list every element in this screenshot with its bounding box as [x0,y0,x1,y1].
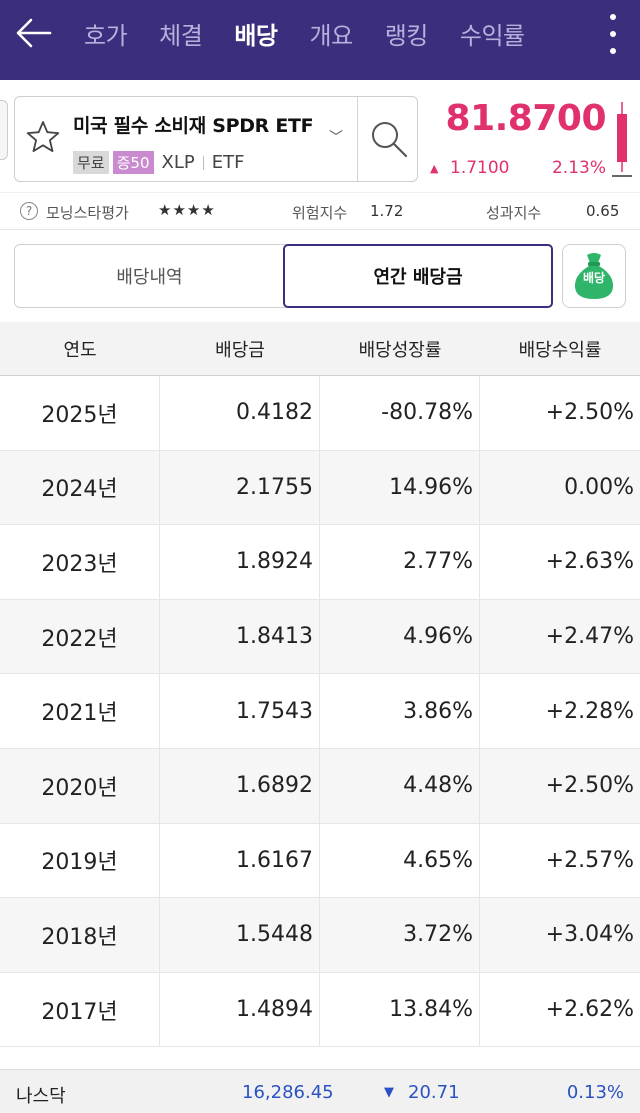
current-price: 81.8700 [445,98,607,139]
table-row: 2017년 1.4894 13.84% +2.62% [0,972,640,1048]
cell-year: 2020년 [0,748,160,823]
cell-dividend: 1.6167 [160,823,320,898]
cell-dividend: 1.8413 [160,599,320,674]
tab-bar: 호가 체결 배당 개요 랭킹 수익률 [84,0,557,66]
cell-year: 2023년 [0,525,160,599]
table-row: 2024년 2.1755 14.96% 0.00% [0,450,640,526]
table-row: 2023년 1.8924 2.77% +2.63% [0,525,640,600]
cell-yield: +2.47% [545,624,634,650]
divider [357,97,358,181]
cell-year: 2024년 [0,450,160,525]
dividend-view-toggle: 배당내역 연간 배당금 [14,243,553,308]
chevron-down-icon[interactable]: ﹀ [329,130,343,146]
stock-name: 미국 필수 소비재 SPDR ETF [73,115,314,137]
tab-trades[interactable]: 체결 [159,21,203,50]
tab-ranking[interactable]: 랭킹 [384,21,429,50]
cell-year: 2019년 [0,823,160,898]
free-badge: 무료 [73,151,109,174]
stock-selector[interactable]: 미국 필수 소비재 SPDR ETF ﹀ 무료 증50 XLP ETF [14,96,418,182]
cell-growth: 3.86% [320,674,480,748]
cell-dividend: 1.4894 [160,972,320,1047]
table-row: 2021년 1.7543 3.86% +2.28% [0,674,640,749]
cell-dividend: 1.6892 [160,748,320,823]
cell-year: 2021년 [0,674,160,748]
money-bag-label: 배당 [582,271,606,285]
cell-growth: -80.78% [320,376,480,450]
change-percent: 2.13% [551,158,606,178]
dividend-calendar-button[interactable]: 배당 [562,244,626,308]
ticker-code: XLP [161,152,195,173]
table-row: 2019년 1.6167 4.65% +2.57% [0,823,640,899]
cell-growth: 4.65% [320,823,480,898]
column-yield: 배당수익률 [518,340,602,361]
column-year: 연도 [63,340,97,361]
cell-dividend: 1.5448 [160,898,320,972]
margin-badge: 증50 [112,151,154,174]
top-nav-bar: 호가 체결 배당 개요 랭킹 수익률 [0,0,640,80]
search-icon[interactable] [367,117,411,161]
star-icon[interactable] [25,119,61,155]
cell-yield: +3.04% [545,922,634,948]
cell-yield: +2.50% [545,773,634,799]
cell-yield: 0.00% [564,474,634,500]
risk-index-value: 1.72 [370,202,404,220]
tab-overview[interactable]: 개요 [309,21,354,50]
table-row: 2018년 1.5448 3.72% +3.04% [0,898,640,973]
column-growth: 배당성장률 [358,340,442,361]
morningstar-rating: ★★★★ [158,201,216,219]
cell-year: 2017년 [0,972,160,1047]
morningstar-row: ? 모닝스타평가 ★★★★ 위험지수 1.72 성과지수 0.65 [0,192,640,230]
index-name: 나스닥 [16,1086,66,1107]
morningstar-label: 모닝스타평가 [46,204,129,222]
cell-year: 2018년 [0,898,160,972]
divider [202,155,204,170]
cell-yield: +2.63% [545,549,634,575]
tab-dividend[interactable]: 배당 [234,21,278,50]
table-row: 2020년 1.6892 4.48% +2.50% [0,748,640,824]
index-change: 20.71 [408,1082,460,1103]
column-dividend: 배당금 [215,340,265,361]
cell-dividend: 2.1755 [160,450,320,525]
cell-growth: 3.72% [320,898,480,972]
tab-returns[interactable]: 수익률 [459,21,525,50]
cell-growth: 4.48% [320,748,480,823]
dividend-table: 2025년 0.4182 -80.78% +2.50% 2024년 2.1755 14.96… [0,376,640,1048]
help-icon[interactable]: ? [20,202,38,220]
cell-dividend: 0.4182 [160,376,320,450]
table-row: 2022년 1.8413 4.96% +2.47% [0,599,640,675]
performance-index-label: 성과지수 [486,204,542,222]
cell-yield: +2.50% [545,400,634,426]
annual-dividend-button[interactable]: 연간 배당금 [283,243,553,308]
side-drawer-handle[interactable] [0,100,8,160]
stock-badges: 무료 증50 XLP ETF [73,151,244,174]
cell-yield: +2.28% [545,698,634,724]
back-arrow-icon[interactable] [14,16,54,50]
money-bag-icon [574,253,614,299]
security-type: ETF [211,152,245,173]
index-ticker[interactable]: 나스닥 16,286.45 ▼ 20.71 0.13% [0,1069,640,1113]
cell-growth: 13.84% [320,972,480,1047]
risk-index-label: 위험지수 [292,204,348,222]
tab-orderbook[interactable]: 호가 [84,21,128,50]
index-value: 16,286.45 [242,1082,334,1103]
candle-icon [612,102,632,177]
dividend-history-button[interactable]: 배당내역 [116,266,183,288]
more-vert-icon[interactable] [606,14,620,54]
change-amount: 1.7100 [450,158,510,178]
table-row: 2025년 0.4182 -80.78% +2.50% [0,376,640,451]
cell-dividend: 1.7543 [160,674,320,748]
table-header: 연도 배당금 배당성장률 배당수익률 [0,322,640,376]
cell-yield: +2.62% [545,997,634,1023]
cell-growth: 2.77% [320,525,480,599]
cell-yield: +2.57% [545,847,634,873]
cell-dividend: 1.8924 [160,525,320,599]
index-change-percent: 0.13% [566,1082,624,1103]
triangle-up-icon: ▲ [430,162,439,175]
cell-growth: 14.96% [320,450,480,525]
performance-index-value: 0.65 [586,202,620,220]
cell-year: 2022년 [0,599,160,674]
cell-growth: 4.96% [320,599,480,674]
triangle-down-icon: ▼ [384,1085,394,1100]
cell-year: 2025년 [0,376,160,450]
